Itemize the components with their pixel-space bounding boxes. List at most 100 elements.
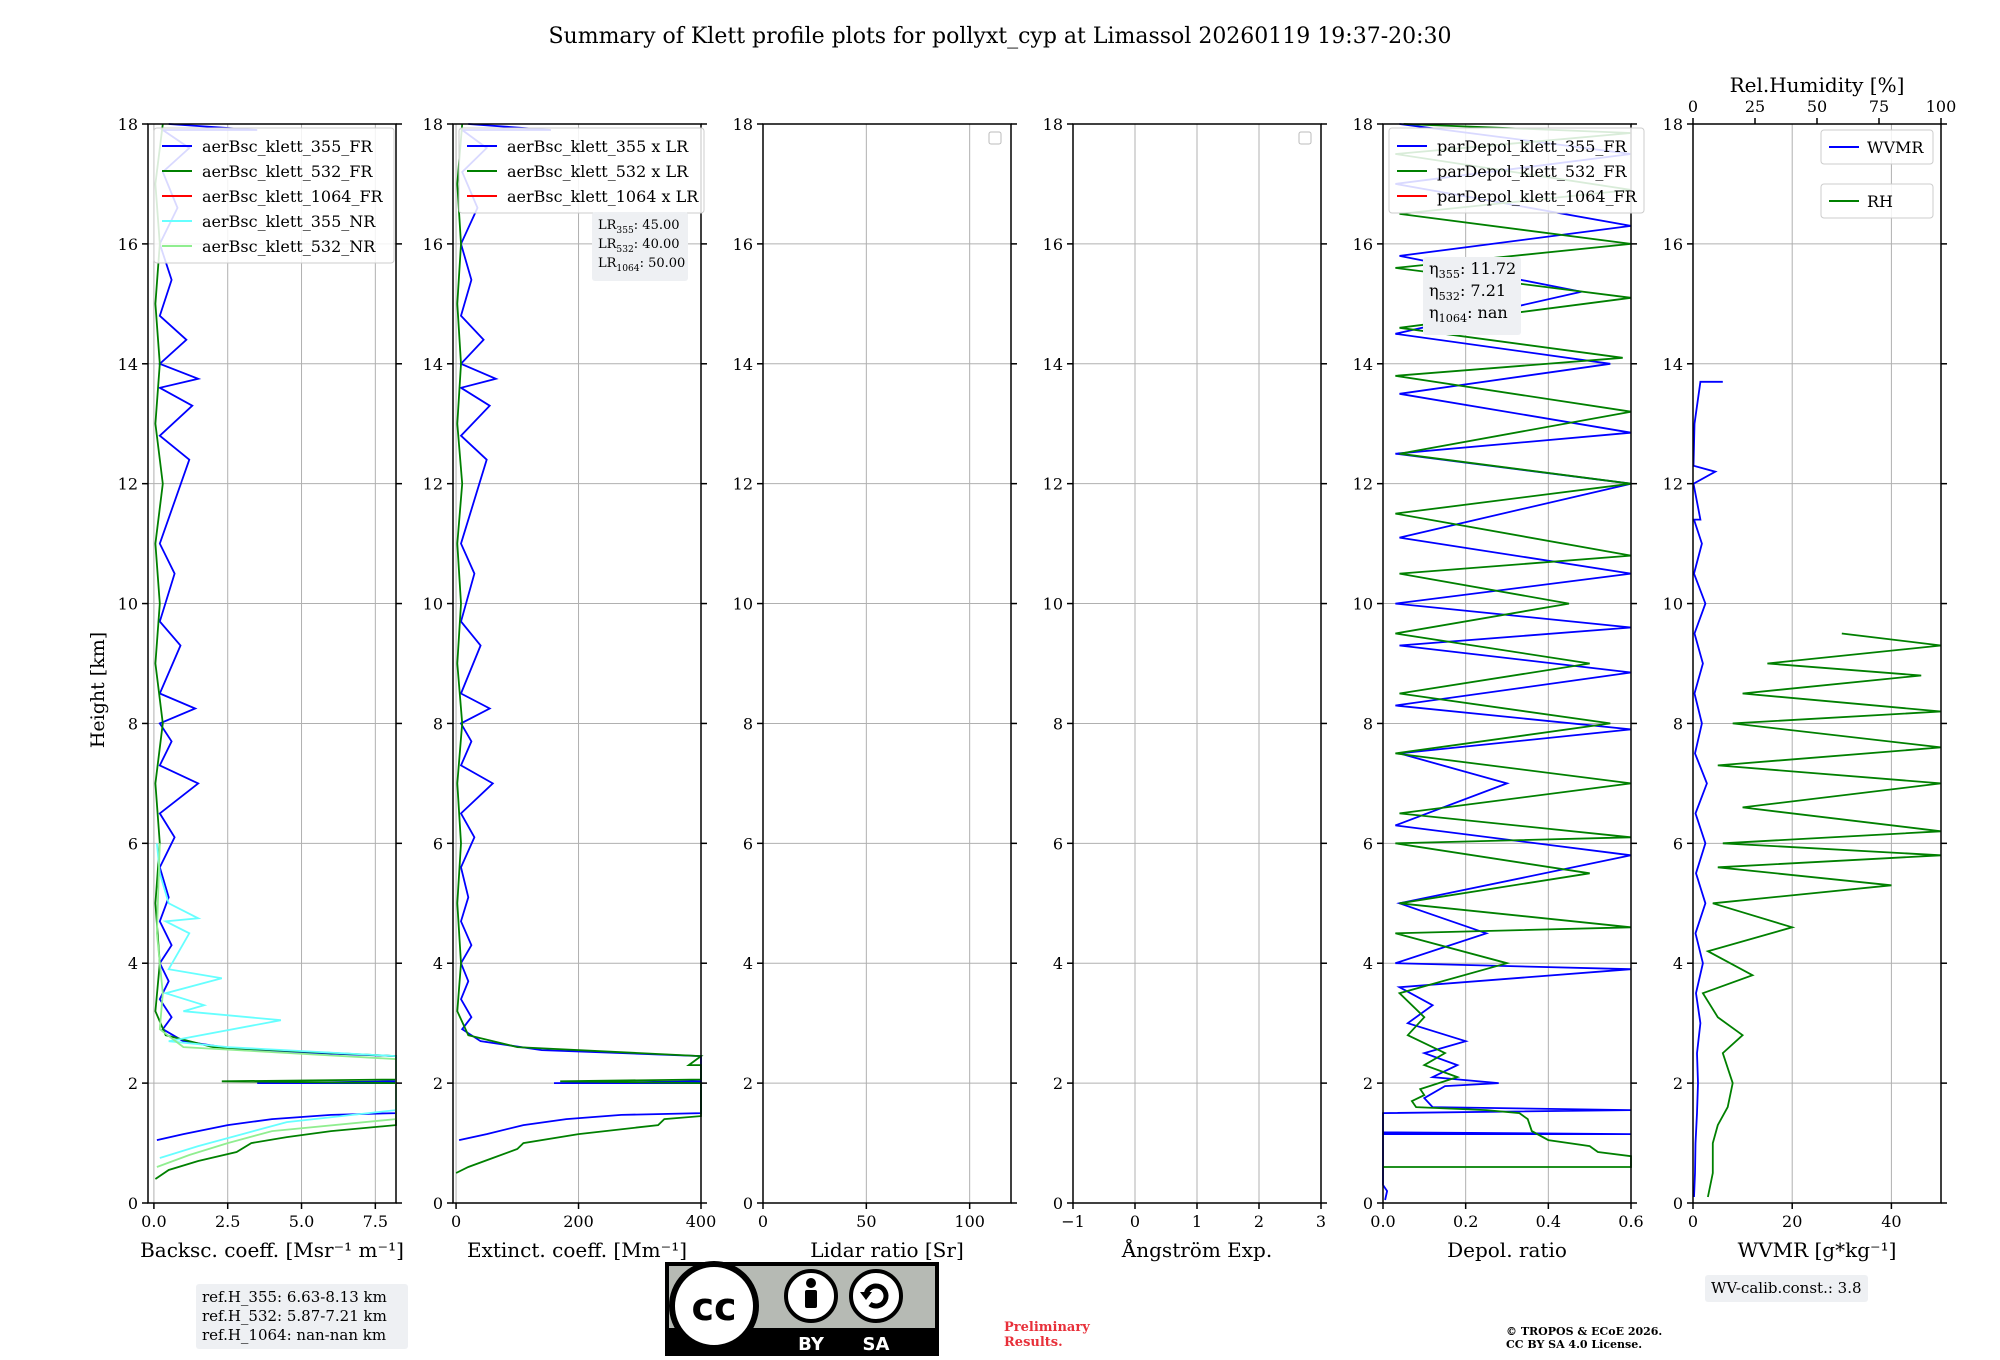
top-x-axis-label: Rel.Humidity [%]	[1730, 73, 1905, 97]
y-tick-label: 18	[1663, 115, 1683, 134]
annotation-line: η1064: nan	[1429, 303, 1508, 325]
y-tick-label: 8	[743, 714, 753, 733]
x-tick-label: 1	[1192, 1212, 1202, 1231]
y-tick-label: 4	[433, 954, 443, 973]
x-tick-label: 40	[1881, 1212, 1901, 1231]
series-aerBsc_klett_355_FR	[156, 123, 397, 1141]
x-tick-label: 50	[856, 1212, 876, 1231]
y-tick-label: 10	[733, 595, 753, 614]
y-tick-label: 10	[1663, 595, 1683, 614]
plot-frame	[1382, 123, 1632, 1204]
figure-title: Summary of Klett profile plots for polly…	[548, 24, 1451, 49]
x-tick-label: 2.5	[215, 1212, 240, 1231]
x-axis-label: Ångström Exp.	[1121, 1237, 1272, 1262]
x-tick-label: 0.6	[1618, 1212, 1643, 1231]
y-tick-label: 4	[1363, 954, 1373, 973]
x-tick-label: 7.5	[363, 1212, 388, 1231]
by-person-body	[805, 1290, 817, 1308]
y-tick-label: 2	[1363, 1074, 1373, 1093]
sa-share-alike-icon	[849, 1269, 903, 1323]
legend-entry: aerBsc_klett_355_FR	[202, 137, 373, 156]
copyright-line-1: © TROPOS & ECoE 2026.	[1506, 1325, 1663, 1338]
y-tick-label: 14	[733, 355, 753, 374]
series-aerBsc_klett_532_FR	[154, 123, 397, 1180]
x-tick-label: 0	[1688, 1212, 1698, 1231]
y-tick-label: 0	[433, 1194, 443, 1213]
annotation-line: LR1064: 50.00	[598, 256, 685, 274]
legend-entry: aerBsc_klett_532_FR	[202, 162, 373, 181]
y-tick-label: 4	[1673, 954, 1683, 973]
y-tick-label: 2	[128, 1074, 138, 1093]
y-tick-label: 14	[1043, 355, 1063, 374]
y-tick-label: 16	[1353, 235, 1373, 254]
top-x-tick-label: 50	[1807, 97, 1827, 116]
y-tick-label: 16	[1663, 235, 1683, 254]
reference-height-box: ref.H_355: 6.63-8.13 km ref.H_532: 5.87-…	[196, 1284, 408, 1349]
y-tick-label: 6	[128, 834, 138, 853]
top-x-tick-label: 25	[1745, 97, 1765, 116]
legend-entry: parDepol_klett_1064_FR	[1437, 187, 1638, 206]
copyright-note: © TROPOS & ECoE 2026. CC BY SA 4.0 Licen…	[1506, 1325, 1662, 1351]
y-tick-label: 4	[1053, 954, 1063, 973]
y-tick-label: 8	[128, 714, 138, 733]
series-WVMR	[1692, 380, 1723, 1198]
y-tick-label: 10	[1043, 595, 1063, 614]
y-tick-label: 8	[1053, 714, 1063, 733]
copyright-line-2: CC BY SA 4.0 License.	[1506, 1338, 1643, 1351]
y-tick-label: 8	[1363, 714, 1373, 733]
top-x-tick-label: 75	[1869, 97, 1889, 116]
y-tick-label: 16	[118, 235, 138, 254]
preliminary-results-note: Preliminary Results.	[1004, 1320, 1090, 1350]
legend-box	[1820, 129, 1934, 165]
y-tick-label: 6	[433, 834, 443, 853]
legend-entry: parDepol_klett_355_FR	[1437, 137, 1628, 156]
x-tick-label: 100	[954, 1212, 985, 1231]
annotation-box	[592, 212, 688, 281]
legend-entry: aerBsc_klett_355 x LR	[507, 137, 689, 156]
x-axis-label: WVMR [g*kg⁻¹]	[1738, 1238, 1897, 1262]
y-tick-label: 12	[423, 475, 443, 494]
x-axis-label: Extinct. coeff. [Mm⁻¹]	[467, 1238, 687, 1262]
by-person-head	[806, 1278, 816, 1288]
panel-wv: 0 2 4 6 8 10 12 14 16 18 0 20 40 WVMR [g*kg⁻¹] 0 25 50 75…	[1663, 73, 1957, 1262]
x-tick-label: 0	[758, 1212, 768, 1231]
ref-height-532: ref.H_532: 5.87-7.21 km	[202, 1307, 387, 1325]
y-tick-label: 12	[733, 475, 753, 494]
series-aerBsc_klett_532 x LR	[455, 123, 704, 1174]
y-tick-label: 12	[118, 475, 138, 494]
legend-entry: RH	[1867, 192, 1893, 211]
x-tick-label: 0	[1130, 1212, 1140, 1231]
y-tick-label: 14	[1663, 355, 1683, 374]
y-tick-label: 10	[118, 595, 138, 614]
license-badge-by: BY	[798, 1334, 825, 1355]
x-axis-label: Backsc. coeff. [Msr⁻¹ m⁻¹]	[140, 1238, 404, 1262]
y-tick-label: 10	[1353, 595, 1373, 614]
y-tick-label: 12	[1043, 475, 1063, 494]
y-axis-label: Height [km]	[87, 632, 109, 748]
y-tick-label: 14	[1353, 355, 1373, 374]
panel-lr: 0 2 4 6 8 10 12 14 16 18 0 50 100 Lidar ratio [Sr]	[733, 115, 1017, 1262]
panel-ext: 0 2 4 6 8 10 12 14 16 18 0 200 400 Extinct. coeff. [M…	[423, 115, 717, 1262]
y-tick-label: 2	[743, 1074, 753, 1093]
ref-height-355: ref.H_355: 6.63-8.13 km	[202, 1288, 387, 1306]
y-tick-label: 18	[423, 115, 443, 134]
legend-box	[458, 127, 705, 214]
legend-box	[153, 127, 395, 264]
y-tick-label: 6	[1673, 834, 1683, 853]
x-tick-label: 400	[686, 1212, 717, 1231]
x-tick-label: 0	[451, 1212, 461, 1231]
top-x-tick-label: 100	[1926, 97, 1957, 116]
y-tick-label: 6	[1363, 834, 1373, 853]
preliminary-line-1: Preliminary	[1004, 1320, 1090, 1335]
x-tick-label: 0.2	[1453, 1212, 1478, 1231]
x-axis-label: Lidar ratio [Sr]	[810, 1238, 964, 1262]
sa-arrow-arc	[863, 1283, 889, 1309]
x-tick-label: 0.4	[1536, 1212, 1561, 1231]
annotation-line: LR355: 45.00	[598, 218, 680, 236]
legend-entry: WVMR	[1867, 138, 1924, 157]
legend-entry: aerBsc_klett_532_NR	[202, 237, 376, 256]
y-tick-label: 0	[743, 1194, 753, 1213]
y-tick-label: 8	[433, 714, 443, 733]
y-tick-label: 16	[1043, 235, 1063, 254]
